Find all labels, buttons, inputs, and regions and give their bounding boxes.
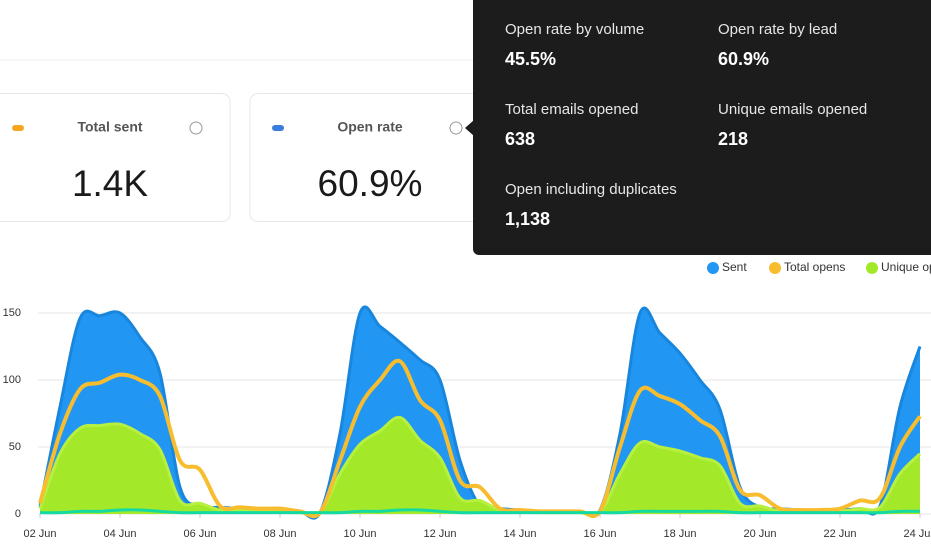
legend-label[interactable]: Sent	[722, 260, 747, 274]
tooltip-arrow	[465, 120, 474, 136]
tooltip	[473, 0, 931, 255]
x-tick-label: 20 Jun	[743, 528, 776, 540]
legend-swatch[interactable]	[707, 262, 719, 274]
y-tick-label: 0	[15, 508, 21, 520]
tooltip-value: 60.9%	[718, 49, 769, 69]
legend-swatch[interactable]	[769, 262, 781, 274]
card-value: 1.4K	[72, 163, 148, 204]
tooltip-label: Unique emails opened	[718, 101, 867, 118]
y-tick-label: 50	[9, 441, 21, 453]
x-tick-label: 12 Jun	[423, 528, 456, 540]
card-dot	[272, 125, 284, 131]
tooltip-label: Open rate by lead	[718, 21, 837, 38]
card-dot	[12, 125, 24, 131]
tooltip-label: Open rate by volume	[505, 21, 644, 38]
tooltip-value: 45.5%	[505, 49, 556, 69]
x-tick-label: 04 Jun	[103, 528, 136, 540]
series-area	[40, 417, 920, 516]
legend-label[interactable]: Unique opens	[881, 260, 931, 274]
stat-card[interactable]	[0, 93, 231, 222]
x-tick-label: 06 Jun	[183, 528, 216, 540]
x-tick-label: 16 Jun	[583, 528, 616, 540]
y-tick-label: 150	[3, 307, 21, 319]
x-tick-label: 18 Jun	[663, 528, 696, 540]
card-label: Total sent	[77, 119, 142, 135]
legend-swatch[interactable]	[866, 262, 878, 274]
info-icon	[189, 121, 203, 135]
y-tick-label: 100	[3, 374, 21, 386]
tooltip-value: 218	[718, 129, 748, 149]
x-tick-label: 14 Jun	[503, 528, 536, 540]
tooltip-label: Total emails opened	[505, 101, 638, 118]
tooltip-value: 638	[505, 129, 535, 149]
x-tick-label: 24 Jun	[903, 528, 931, 540]
series-line	[38, 358, 922, 519]
tooltip-value: 1,138	[505, 209, 550, 229]
x-tick-label: 10 Jun	[343, 528, 376, 540]
series-line	[39, 508, 921, 515]
card-label: Open rate	[337, 119, 403, 135]
legend-label[interactable]: Total opens	[784, 260, 845, 274]
card-value: 60.9%	[318, 163, 423, 204]
series-line	[38, 415, 922, 518]
tooltip-label: Open including duplicates	[505, 181, 677, 198]
info-icon	[449, 121, 463, 135]
x-tick-label: 08 Jun	[263, 528, 296, 540]
x-tick-label: 02 Jun	[23, 528, 56, 540]
x-tick-label: 22 Jun	[823, 528, 856, 540]
